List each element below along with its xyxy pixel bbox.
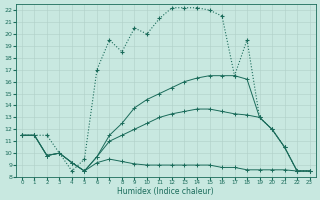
X-axis label: Humidex (Indice chaleur): Humidex (Indice chaleur) bbox=[117, 187, 214, 196]
